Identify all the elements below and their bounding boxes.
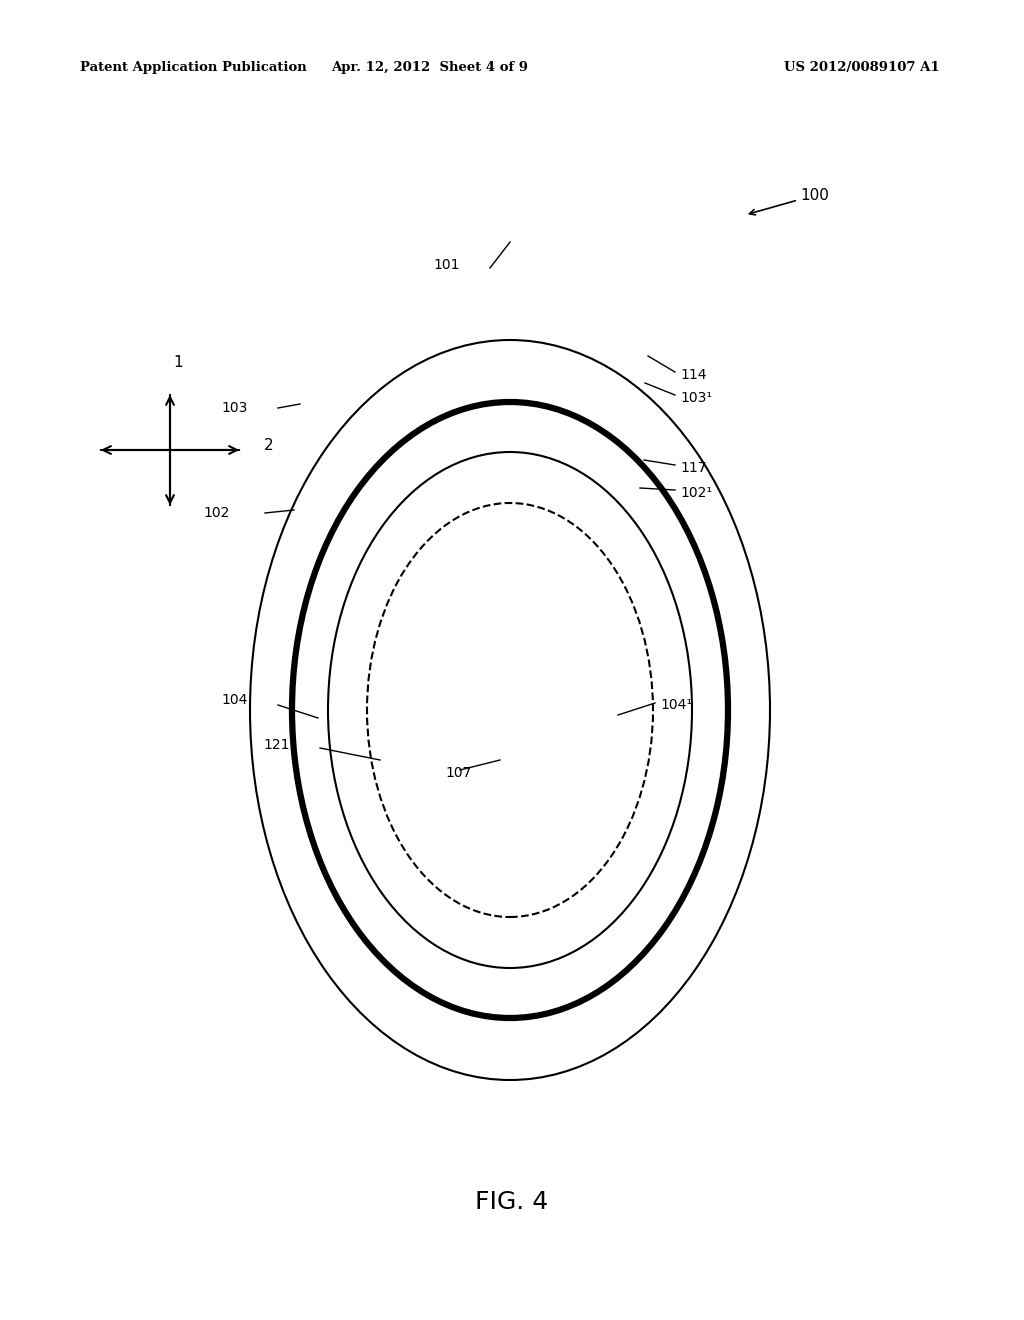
- Text: Patent Application Publication: Patent Application Publication: [80, 62, 307, 74]
- Text: 2: 2: [264, 437, 273, 453]
- Text: 102: 102: [204, 506, 230, 520]
- Text: 1: 1: [173, 355, 183, 370]
- Text: 107: 107: [445, 766, 471, 780]
- Text: 117: 117: [680, 461, 707, 475]
- Text: 100: 100: [800, 187, 828, 202]
- Text: 104¹: 104¹: [660, 698, 692, 711]
- Text: 102¹: 102¹: [680, 486, 712, 500]
- Text: Apr. 12, 2012  Sheet 4 of 9: Apr. 12, 2012 Sheet 4 of 9: [332, 62, 528, 74]
- Text: 103¹: 103¹: [680, 391, 712, 405]
- Text: 103: 103: [221, 401, 248, 414]
- Text: 114: 114: [680, 368, 707, 381]
- Text: 121: 121: [263, 738, 290, 752]
- Text: 104: 104: [221, 693, 248, 708]
- Text: 101: 101: [433, 257, 460, 272]
- Text: FIG. 4: FIG. 4: [475, 1191, 549, 1214]
- Text: US 2012/0089107 A1: US 2012/0089107 A1: [784, 62, 940, 74]
